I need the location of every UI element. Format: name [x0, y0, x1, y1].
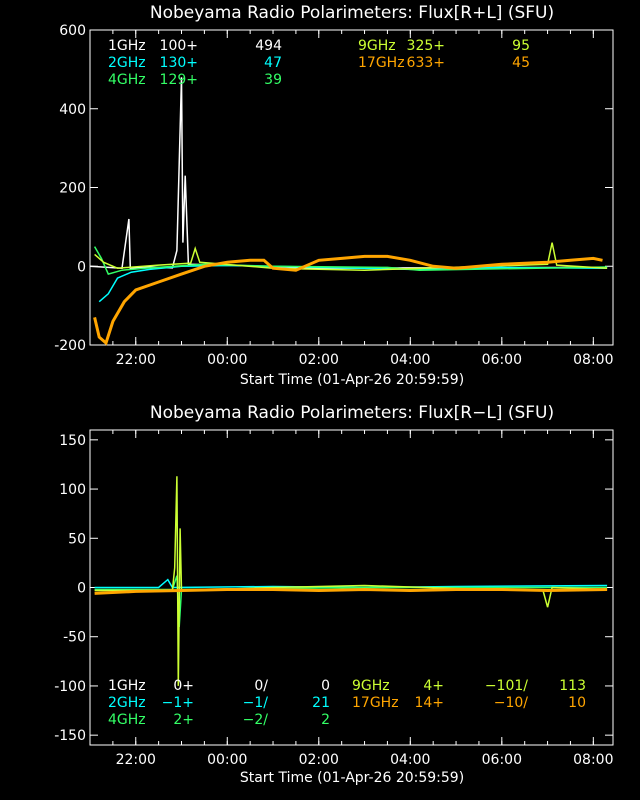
series-2GHz: [94, 578, 608, 589]
legend-17GHz-field: 17GHz: [358, 55, 405, 71]
series-17GHz: [93, 254, 603, 346]
legend-1GHz-field: 0/: [254, 678, 268, 694]
series-17GHz: [94, 587, 608, 595]
series-1GHz: [89, 77, 608, 270]
legend-9GHz-field: 325+: [407, 38, 445, 54]
y-tick-label: 50: [68, 531, 86, 547]
legend-9GHz-field: 113: [559, 678, 586, 694]
chart-rl-diff-xlabel: Start Time (01-Apr-26 20:59:59): [240, 770, 464, 786]
x-tick-label: 02:00: [299, 352, 339, 368]
legend-2GHz-field: 2GHz: [108, 695, 146, 711]
y-tick-label: 0: [77, 581, 86, 597]
chart-rl-sum: Nobeyama Radio Polarimeters: Flux[R+L] (…: [54, 3, 613, 388]
x-tick-label: 06:00: [482, 752, 522, 768]
chart-rl-diff: Nobeyama Radio Polarimeters: Flux[R−L] (…: [54, 403, 613, 786]
y-tick-label: 400: [59, 102, 86, 118]
legend-9GHz-field: 9GHz: [352, 678, 390, 694]
legend-4GHz-field: 2+: [173, 712, 194, 728]
chart-rl-sum-xlabel: Start Time (01-Apr-26 20:59:59): [240, 372, 464, 388]
series-4GHz: [94, 575, 608, 627]
x-tick-label: 04:00: [390, 352, 430, 368]
x-tick-label: 02:00: [299, 752, 339, 768]
legend-17GHz-field: 633+: [407, 55, 445, 71]
series-9GHz: [94, 242, 608, 271]
legend-9GHz-field: 9GHz: [358, 38, 396, 54]
legend-2GHz-field: −1/: [243, 695, 269, 711]
legend-2GHz-field: 2GHz: [108, 55, 146, 71]
y-tick-label: -150: [54, 728, 86, 744]
legend-4GHz-field: 129+: [160, 72, 198, 88]
x-tick-label: 00:00: [207, 352, 247, 368]
y-tick-label: 600: [59, 23, 86, 39]
legend-2GHz-field: 130+: [160, 55, 198, 71]
legend-17GHz-field: 45: [512, 55, 530, 71]
series-2GHz: [98, 264, 608, 303]
y-tick-label: 100: [59, 482, 86, 498]
y-tick-label: -100: [54, 679, 86, 695]
series-9GHz: [94, 476, 608, 686]
x-tick-label: 06:00: [482, 352, 522, 368]
y-tick-label: 150: [59, 433, 86, 449]
legend-1GHz-field: 100+: [160, 38, 198, 54]
legend-1GHz-field: 1GHz: [108, 38, 146, 54]
x-tick-label: 22:00: [116, 352, 156, 368]
x-tick-label: 00:00: [207, 752, 247, 768]
legend-1GHz-field: 1GHz: [108, 678, 146, 694]
legend-1GHz-field: 0+: [173, 678, 194, 694]
chart-rl-sum-ticks: 22:00 00:00 02:00 04:00 06:00 08:00 -200 0 200 40…: [54, 23, 613, 368]
legend-2GHz-field: −1+: [162, 695, 194, 711]
y-tick-label: 0: [77, 259, 86, 275]
legend-1GHz-field: 0: [321, 678, 330, 694]
legend-2GHz-field: 21: [312, 695, 330, 711]
chart-rl-diff-ticks: 22:00 00:00 02:00 04:00 06:00 08:00 -150 -100 -5…: [54, 430, 614, 768]
legend-17GHz-field: 10: [568, 695, 586, 711]
legend-17GHz-field: 17GHz: [352, 695, 399, 711]
legend-9GHz-field: 95: [512, 38, 530, 54]
x-tick-label: 08:00: [573, 752, 613, 768]
y-tick-label: -50: [63, 630, 86, 646]
legend-1GHz-field: 494: [255, 38, 282, 54]
legend-17GHz-field: −10/: [494, 695, 529, 711]
legend-17GHz-field: 14+: [414, 695, 444, 711]
x-tick-label: 04:00: [390, 752, 430, 768]
chart-rl-sum-title: Nobeyama Radio Polarimeters: Flux[R+L] (…: [150, 3, 554, 23]
y-tick-label: 200: [59, 181, 86, 197]
legend-2GHz-field: 47: [264, 55, 282, 71]
legend-9GHz-field: 4+: [423, 678, 444, 694]
legend-9GHz-field: −101/: [485, 678, 528, 694]
legend-4GHz-field: 4GHz: [108, 712, 146, 728]
chart-rl-sum-series: [89, 77, 608, 346]
chart-rl-diff-legend: 1GHz 0+ 0/0 2GHz −1+ −1/21 4GHz 2+ −2/2 9GHz 4+ −10…: [108, 678, 586, 728]
x-tick-label: 08:00: [573, 352, 613, 368]
chart-rl-diff-title: Nobeyama Radio Polarimeters: Flux[R−L] (…: [150, 403, 554, 423]
legend-4GHz-field: −2/: [243, 712, 269, 728]
legend-4GHz-field: 4GHz: [108, 72, 146, 88]
x-tick-label: 22:00: [116, 752, 156, 768]
legend-4GHz-field: 2: [321, 712, 330, 728]
chart-rl-diff-series: [94, 476, 608, 686]
y-tick-label: -200: [54, 338, 86, 354]
legend-4GHz-field: 39: [264, 72, 282, 88]
chart-rl-sum-legend: 1GHz 100+ 494 2GHz 130+ 47 4GHz 129+ 39 9GHz 325+ 9…: [108, 38, 530, 88]
